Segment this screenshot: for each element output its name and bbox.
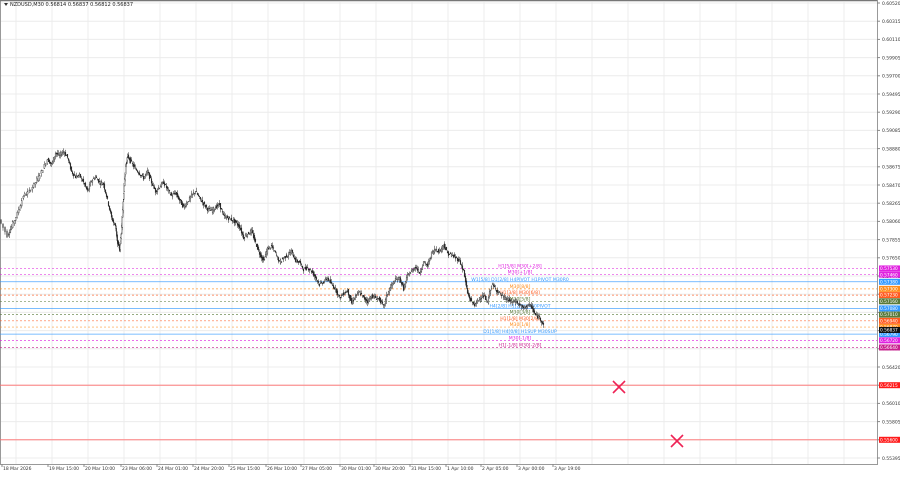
level-label: D1[1/8] H4[0/8] H1SUP M30SUP — [483, 329, 557, 335]
price-axis[interactable]: 0.60520 0.60315 0.60110 0.59905 0.59700 0.594… — [877, 1, 900, 462]
price-tick-label: 0.58675 — [882, 165, 900, 171]
level-label: M30[5/8] — [510, 296, 531, 302]
time-tick-label: 3 Apr 00:00 — [518, 466, 545, 472]
collapse-triangle-icon[interactable] — [4, 3, 8, 6]
symbol-header: NZDUSD,M30 0.56814 0.56837 0.56812 0.568… — [4, 2, 133, 8]
price-tick-label: 0.59085 — [882, 128, 900, 134]
price-tick-label: 0.59290 — [882, 110, 900, 116]
price-tick-label: 0.60315 — [882, 19, 900, 25]
plot-frame — [1, 1, 878, 465]
svg-text:0.57160: 0.57160 — [880, 299, 898, 305]
price-tick-label: 0.58265 — [882, 201, 900, 207]
level-label: H4[2/8] H1[2/8] M30PIVOT — [489, 303, 550, 309]
time-tick-label: 18 Mar 2026 — [3, 466, 32, 472]
price-tick-label: 0.55805 — [882, 419, 900, 425]
time-tick-label: 25 Mar 15:00 — [230, 466, 260, 472]
price-tick-label: 0.60520 — [882, 1, 900, 7]
time-tick-label: 27 Mar 05:00 — [302, 466, 332, 472]
svg-text:0.56837: 0.56837 — [880, 328, 898, 334]
level-label: M30[+1/8] — [508, 270, 533, 276]
level-label: W1[5/8] D1[2/8] H4PIVOT H1PIVOT M30R0 — [471, 277, 569, 283]
time-tick-label: 30 Mar 01:00 — [341, 466, 371, 472]
time-tick-label: 30 Mar 20:00 — [375, 466, 405, 472]
svg-text:0.57380: 0.57380 — [880, 279, 898, 285]
price-tick-label: 0.59905 — [882, 55, 900, 61]
level-label: H1[5/8] M30[+2/8] — [498, 263, 542, 269]
target-lines: 0.56215 0.55600 — [0, 382, 900, 443]
svg-text:0.56215: 0.56215 — [880, 383, 898, 389]
grid — [0, 2, 877, 464]
svg-text:0.55600: 0.55600 — [880, 437, 898, 443]
price-tick-label: 0.60110 — [882, 37, 900, 43]
price-tick-label: 0.57650 — [882, 256, 900, 262]
svg-text:0.57010: 0.57010 — [880, 312, 898, 318]
level-label: H1[1/8] M30[2/8] — [500, 316, 540, 322]
price-tick-label: 0.57855 — [882, 237, 900, 243]
svg-text:0.56720: 0.56720 — [880, 338, 898, 344]
price-tick-label: 0.58060 — [882, 219, 900, 225]
svg-text:0.57530: 0.57530 — [880, 266, 898, 272]
level-label: M30[8/8] — [510, 284, 531, 290]
time-tick-label: 31 Mar 15:00 — [411, 466, 441, 472]
svg-text:0.57300: 0.57300 — [880, 286, 898, 292]
time-tick-label: 2 Apr 05:00 — [482, 466, 509, 472]
time-tick-label: 1 Apr 10:00 — [447, 466, 474, 472]
cross-marker-icon[interactable] — [613, 381, 625, 393]
time-tick-label: 24 Mar 20:00 — [194, 466, 224, 472]
time-tick-label: 19 Mar 15:00 — [49, 466, 79, 472]
level-lines: H1[5/8] M30[+2/8] 0.57530 M30[+1/8] 0.57460… — [0, 263, 900, 351]
time-tick-label: 3 Apr 19:00 — [554, 466, 581, 472]
price-tick-label: 0.59495 — [882, 92, 900, 98]
price-tick-label: 0.55395 — [882, 456, 900, 462]
price-tick-label: 0.58880 — [882, 146, 900, 152]
svg-text:0.57460: 0.57460 — [880, 272, 898, 278]
level-label: M30[3/8] — [510, 310, 531, 316]
svg-text:0.57080: 0.57080 — [880, 306, 898, 312]
time-axis[interactable]: 18 Mar 2026 19 Mar 15:00 20 Mar 10:00 23 Ma… — [2, 464, 581, 472]
level-label: M30[1/8] — [510, 322, 531, 328]
svg-text:0.57230: 0.57230 — [880, 293, 898, 299]
price-tick-label: 0.59700 — [882, 74, 900, 80]
level-label: H1[-1/8] M30[-2/8] — [499, 342, 542, 348]
price-tick-label: 0.56420 — [882, 365, 900, 371]
level-label: M30[-1/8] — [509, 335, 532, 341]
time-tick-label: 20 Mar 10:00 — [85, 466, 115, 472]
price-tick-label: 0.56010 — [882, 401, 900, 407]
time-tick-label: 24 Mar 01:00 — [158, 466, 188, 472]
symbol-ohlc-text: NZDUSD,M30 0.56814 0.56837 0.56812 0.568… — [10, 2, 133, 8]
cross-marker-icon[interactable] — [671, 435, 683, 447]
level-label: H1[3/8] M30[6/8] — [500, 290, 540, 296]
time-tick-label: 23 Mar 06:00 — [122, 466, 152, 472]
price-tick-label: 0.58470 — [882, 183, 900, 189]
svg-text:0.56640: 0.56640 — [880, 345, 898, 351]
time-tick-label: 26 Mar 10:00 — [267, 466, 297, 472]
svg-text:0.56940: 0.56940 — [880, 318, 898, 324]
